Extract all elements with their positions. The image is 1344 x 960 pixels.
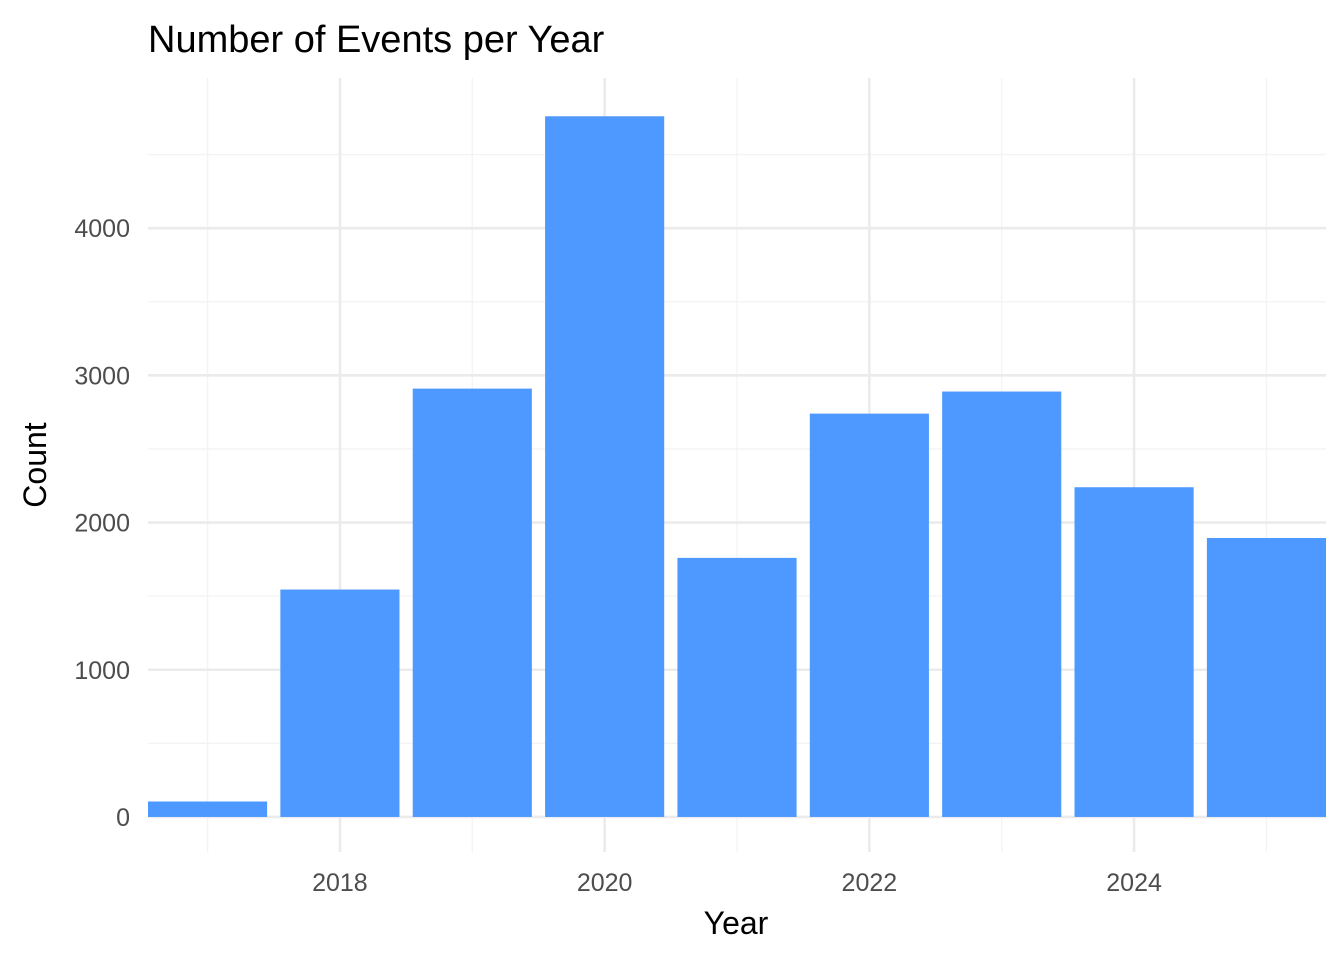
y-tick-label: 0 bbox=[116, 804, 130, 832]
bar-2019 bbox=[412, 388, 532, 817]
bar-2025 bbox=[1206, 538, 1326, 817]
y-tick-label: 1000 bbox=[74, 657, 130, 685]
bar-2017 bbox=[148, 801, 268, 817]
y-axis-ticks: 0 1000 2000 3000 4000 bbox=[74, 215, 130, 832]
x-axis-ticks: 2018 2020 2022 2024 bbox=[312, 869, 1162, 897]
x-tick-label: 2022 bbox=[842, 869, 898, 897]
x-tick-label: 2024 bbox=[1106, 869, 1162, 897]
y-tick-label: 3000 bbox=[74, 362, 130, 390]
bar-2020 bbox=[545, 116, 665, 817]
bar-2022 bbox=[809, 413, 929, 817]
bar-2021 bbox=[677, 557, 797, 817]
bar-2023 bbox=[942, 391, 1062, 817]
y-axis-title: Count bbox=[17, 422, 53, 508]
chart-title: Number of Events per Year bbox=[148, 19, 605, 61]
bar-2024 bbox=[1074, 487, 1194, 817]
x-axis-title: Year bbox=[704, 905, 769, 941]
x-tick-label: 2020 bbox=[577, 869, 633, 897]
x-tick-label: 2018 bbox=[312, 869, 368, 897]
y-tick-label: 2000 bbox=[74, 510, 130, 538]
y-tick-label: 4000 bbox=[74, 215, 130, 243]
bar-2018 bbox=[280, 589, 400, 817]
bars bbox=[148, 116, 1326, 817]
